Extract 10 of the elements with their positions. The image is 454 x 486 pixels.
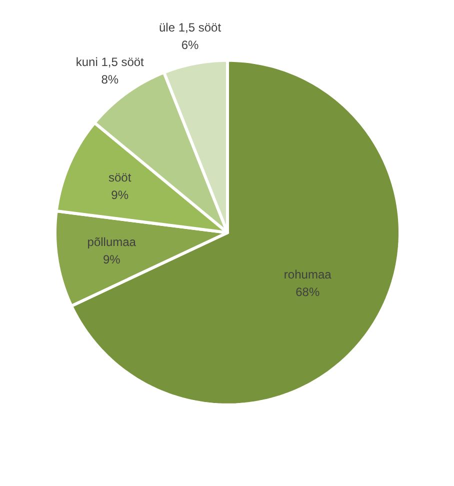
slice-label: üle 1,5 sööt: [158, 20, 222, 35]
data-label: 8%: [101, 72, 119, 87]
data-label: 6%: [181, 38, 200, 52]
data-label: 9%: [102, 252, 121, 267]
slice-label: rohumaa: [284, 268, 332, 282]
slice-label: kuni 1,5 sööt: [76, 55, 145, 70]
slice-label: põllumaa: [87, 235, 136, 250]
slice-label: sööt: [108, 170, 132, 184]
data-label: 68%: [296, 285, 320, 300]
data-label: 9%: [111, 188, 129, 202]
